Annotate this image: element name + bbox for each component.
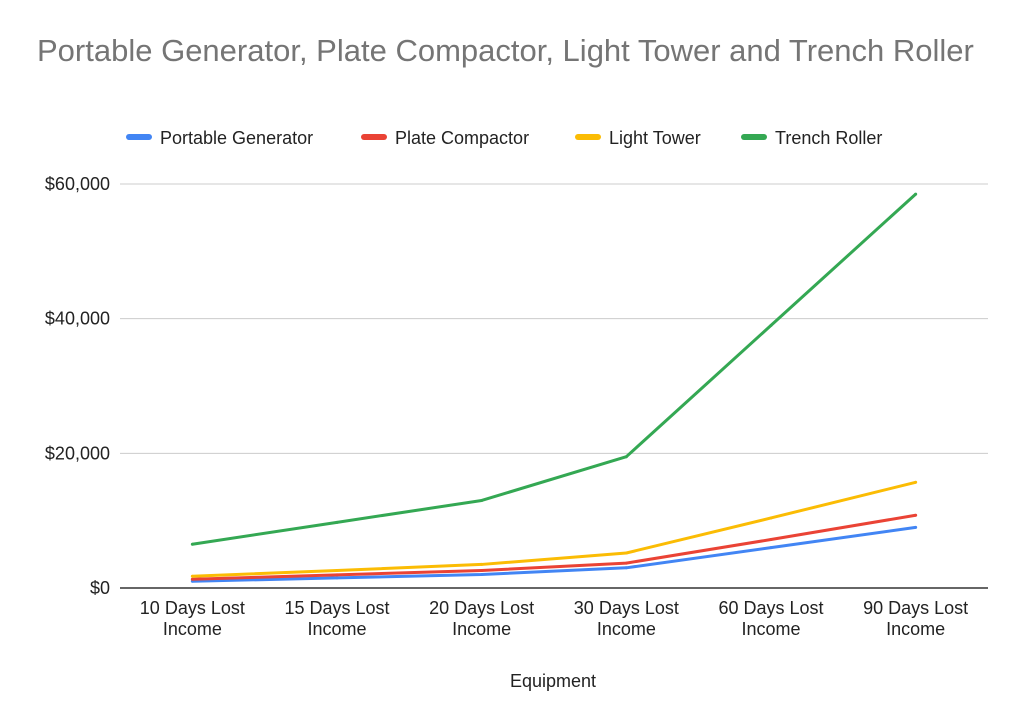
data-point [914, 525, 918, 529]
data-point [769, 546, 773, 550]
y-tick-label: $40,000 [45, 309, 110, 329]
chart-title: Portable Generator, Plate Compactor, Lig… [37, 33, 974, 68]
legend-label: Trench Roller [775, 128, 882, 148]
legend-swatch [126, 134, 152, 140]
legend-swatch [741, 134, 767, 140]
x-tick-label-line: 15 Days Lost [284, 598, 389, 618]
x-tick-label: 60 Days Lost Income [718, 598, 823, 639]
data-point [190, 577, 194, 581]
x-axis-label: Equipment [510, 671, 596, 691]
legend-swatch [361, 134, 387, 140]
legend-label: Plate Compactor [395, 128, 529, 148]
data-point [914, 192, 918, 196]
legend-label: Light Tower [609, 128, 701, 148]
legend-label: Portable Generator [160, 128, 313, 148]
x-tick-label: 30 Days Lost Income [574, 598, 679, 639]
x-tick-label: 10 Days Lost Income [140, 598, 245, 639]
data-point [480, 562, 484, 566]
x-tick-label: 90 Days Lost Income [863, 598, 968, 639]
data-point [769, 323, 773, 327]
x-tick-label: 20 Days Lost Income [429, 598, 534, 639]
data-point [335, 573, 339, 577]
data-point [480, 498, 484, 502]
x-tick-label-line: 10 Days Lost [140, 598, 245, 618]
data-point [480, 568, 484, 572]
data-point [624, 561, 628, 565]
series-line-trench-roller [192, 192, 917, 546]
data-point [769, 538, 773, 542]
legend-swatch [575, 134, 601, 140]
series-line-portable-generator [192, 525, 916, 583]
x-tick-label-line: Income [886, 619, 945, 639]
data-point [624, 551, 628, 555]
x-tick-label-line: 30 Days Lost [574, 598, 679, 618]
data-point [769, 516, 773, 520]
y-tick-label: $0 [90, 578, 110, 598]
data-point [190, 574, 194, 578]
data-point [914, 513, 918, 517]
data-point [480, 573, 484, 577]
data-point [914, 480, 918, 484]
x-tick-label-line: Income [163, 619, 222, 639]
x-tick-label-line: Income [307, 619, 366, 639]
x-tick-label: 15 Days Lost Income [284, 598, 389, 639]
x-tick-label-line: 60 Days Lost [718, 598, 823, 618]
x-tick-label-line: 20 Days Lost [429, 598, 534, 618]
x-tick-label-line: 90 Days Lost [863, 598, 968, 618]
series-line-light-tower [192, 480, 917, 578]
y-tick-label: $20,000 [45, 443, 110, 463]
data-point [624, 566, 628, 570]
x-tick-label-line: Income [597, 619, 656, 639]
data-point [335, 520, 339, 524]
data-point [335, 576, 339, 580]
y-tick-label: $60,000 [45, 174, 110, 194]
x-tick-label-line: Income [741, 619, 800, 639]
series-line-plate-compactor [192, 513, 916, 581]
x-tick-label-line: Income [452, 619, 511, 639]
data-point [190, 542, 194, 546]
data-point [624, 455, 628, 459]
data-point [335, 568, 339, 572]
